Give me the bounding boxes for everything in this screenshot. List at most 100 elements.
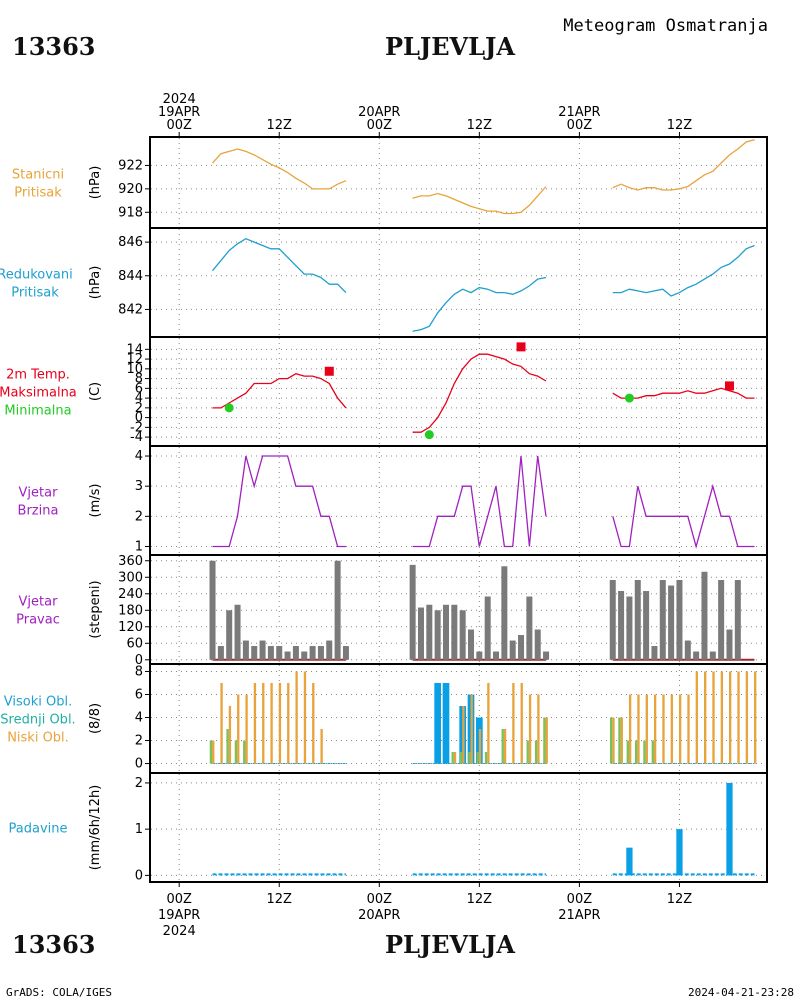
wind-direction-bar bbox=[676, 580, 683, 660]
panel-label: Padavine bbox=[9, 822, 68, 837]
time-label-bottom: 21APR bbox=[558, 908, 600, 923]
low-cloud-bar bbox=[745, 671, 749, 764]
series-line bbox=[212, 237, 347, 294]
y-unit-label: (8/8) bbox=[88, 703, 103, 734]
series-line bbox=[212, 148, 347, 190]
low-cloud-bar bbox=[312, 682, 315, 764]
y-tick-label: 922 bbox=[118, 158, 143, 173]
wind-direction-bar bbox=[417, 607, 424, 660]
y-tick-label: 1 bbox=[135, 822, 143, 837]
low-cloud-bar bbox=[620, 717, 623, 764]
middle-cloud-bar bbox=[459, 752, 463, 764]
wind-direction-bar bbox=[684, 640, 691, 660]
middle-cloud-bar bbox=[526, 740, 529, 764]
low-cloud-bar bbox=[287, 682, 290, 764]
wind-direction-bar bbox=[626, 596, 633, 660]
y-tick-label: 2 bbox=[135, 509, 143, 524]
wind-direction-bar bbox=[651, 646, 658, 660]
panel-label: Stanicni bbox=[12, 168, 64, 183]
wind-direction-bar bbox=[484, 596, 491, 660]
low-cloud-bar bbox=[503, 729, 507, 764]
time-label-bottom: 00Z bbox=[567, 892, 593, 907]
wind-direction-bar bbox=[326, 640, 333, 660]
middle-cloud-bar bbox=[476, 752, 479, 764]
y-tick-label: -2 bbox=[130, 420, 143, 435]
y-tick-label: 1 bbox=[135, 539, 143, 554]
footer-credit: GrADS: COLA/IGES bbox=[6, 986, 112, 999]
high-cloud-bar bbox=[442, 682, 450, 764]
station-name-top: PLJEVLJA bbox=[385, 32, 515, 61]
middle-cloud-bar bbox=[643, 740, 646, 764]
precipitation-bar bbox=[676, 829, 683, 876]
series-line bbox=[612, 483, 755, 549]
low-cloud-bar bbox=[453, 752, 457, 764]
precipitation-bar bbox=[626, 847, 633, 876]
wind-direction-bar bbox=[534, 629, 541, 660]
time-label-bottom: 20APR bbox=[358, 908, 400, 923]
panel-reduced-pressure: 842 844 846 (hPa) Redukovani Pritisak bbox=[0, 227, 768, 338]
panel-label: Redukovani bbox=[0, 268, 73, 283]
time-label-top: 00Z bbox=[367, 118, 393, 133]
panel-label: Visoki Obl. bbox=[4, 695, 72, 710]
wind-direction-bar bbox=[451, 604, 458, 660]
panel-precipitation: 0 1 2 (mm/6h/12h) Padavine bbox=[9, 772, 768, 883]
panel-label: Vjetar bbox=[19, 595, 59, 610]
low-cloud-bar bbox=[462, 705, 465, 764]
max-temp-marker bbox=[324, 366, 334, 376]
y-tick-label: 60 bbox=[126, 636, 143, 651]
panel-label: Niski Obl. bbox=[7, 731, 69, 746]
wind-direction-bar bbox=[426, 604, 433, 660]
footer-timestamp: 2024-04-21-23:28 bbox=[688, 986, 794, 999]
y-tick-label: 918 bbox=[118, 205, 143, 220]
y-tick-label: 844 bbox=[118, 269, 143, 284]
y-tick-label: 4 bbox=[135, 449, 143, 464]
time-label-top: 19APR bbox=[158, 105, 200, 120]
y-tick-label: 300 bbox=[118, 570, 143, 585]
time-label-bottom: 00Z bbox=[367, 892, 393, 907]
panels: 918920922(hPa)StanicniPritisak842844846(… bbox=[0, 136, 768, 883]
y-unit-label: (C) bbox=[88, 382, 103, 401]
time-label-top: 12Z bbox=[467, 118, 493, 133]
wind-direction-bar bbox=[267, 646, 274, 660]
y-tick-label: -4 bbox=[130, 430, 143, 445]
low-cloud-bar bbox=[729, 671, 732, 764]
wind-direction-bar bbox=[459, 610, 466, 660]
middle-cloud-bar bbox=[501, 729, 504, 764]
low-cloud-bar bbox=[512, 682, 515, 764]
y-tick-label: 2 bbox=[135, 734, 143, 749]
panel-frame bbox=[149, 227, 768, 338]
low-cloud-bar bbox=[245, 694, 248, 764]
wind-direction-bar bbox=[543, 651, 550, 660]
wind-direction-bar bbox=[726, 629, 733, 660]
y-tick-label: 2 bbox=[135, 401, 143, 416]
panel-station-pressure: 918 920 922 (hPa) Stanicni Pritisak bbox=[12, 136, 768, 229]
y-tick-label: 0 bbox=[135, 411, 143, 426]
time-label-top: 00Z bbox=[166, 118, 192, 133]
middle-cloud-bar bbox=[651, 740, 654, 764]
y-tick-label: 8 bbox=[135, 372, 143, 387]
middle-cloud-bar bbox=[243, 740, 246, 764]
low-cloud-bar bbox=[253, 682, 257, 764]
y-tick-label: 120 bbox=[118, 620, 143, 635]
min-temp-marker bbox=[624, 393, 634, 403]
low-cloud-bar bbox=[237, 694, 240, 764]
middle-cloud-bar bbox=[609, 717, 613, 764]
wind-direction-bar bbox=[618, 591, 625, 660]
middle-cloud-bar bbox=[626, 740, 629, 764]
low-cloud-bar bbox=[754, 671, 757, 764]
y-tick-label: 0 bbox=[135, 868, 143, 883]
wind-direction-bar bbox=[518, 635, 525, 660]
panel-cloud-cover: 0 2 4 6 8 (8/8) Visoki Obl. Srednji Obl. Niski O… bbox=[0, 663, 768, 774]
wind-direction-bar bbox=[442, 604, 449, 660]
station-name-bottom: PLJEVLJA bbox=[385, 930, 515, 959]
series-line bbox=[212, 372, 347, 409]
series-line bbox=[412, 186, 547, 215]
y-unit-label: (hPa) bbox=[88, 266, 103, 300]
low-cloud-bar bbox=[262, 682, 265, 764]
wind-direction-bar bbox=[659, 580, 666, 660]
panel-label: Pravac bbox=[16, 613, 60, 628]
middle-cloud-bar bbox=[484, 752, 488, 764]
time-label-bottom: 12Z bbox=[467, 892, 493, 907]
wind-direction-bar bbox=[701, 571, 708, 660]
